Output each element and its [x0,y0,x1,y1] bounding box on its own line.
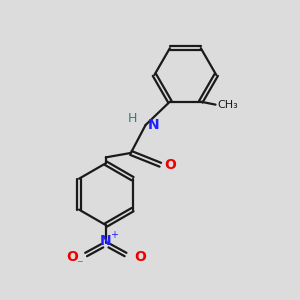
Text: N: N [148,118,160,132]
Text: ⁻: ⁻ [76,259,83,272]
Text: N: N [100,234,112,248]
Text: O: O [66,250,78,264]
Text: O: O [164,158,176,172]
Text: +: + [110,230,118,239]
Text: O: O [134,250,146,264]
Text: CH₃: CH₃ [218,100,238,110]
Text: H: H [128,112,137,125]
